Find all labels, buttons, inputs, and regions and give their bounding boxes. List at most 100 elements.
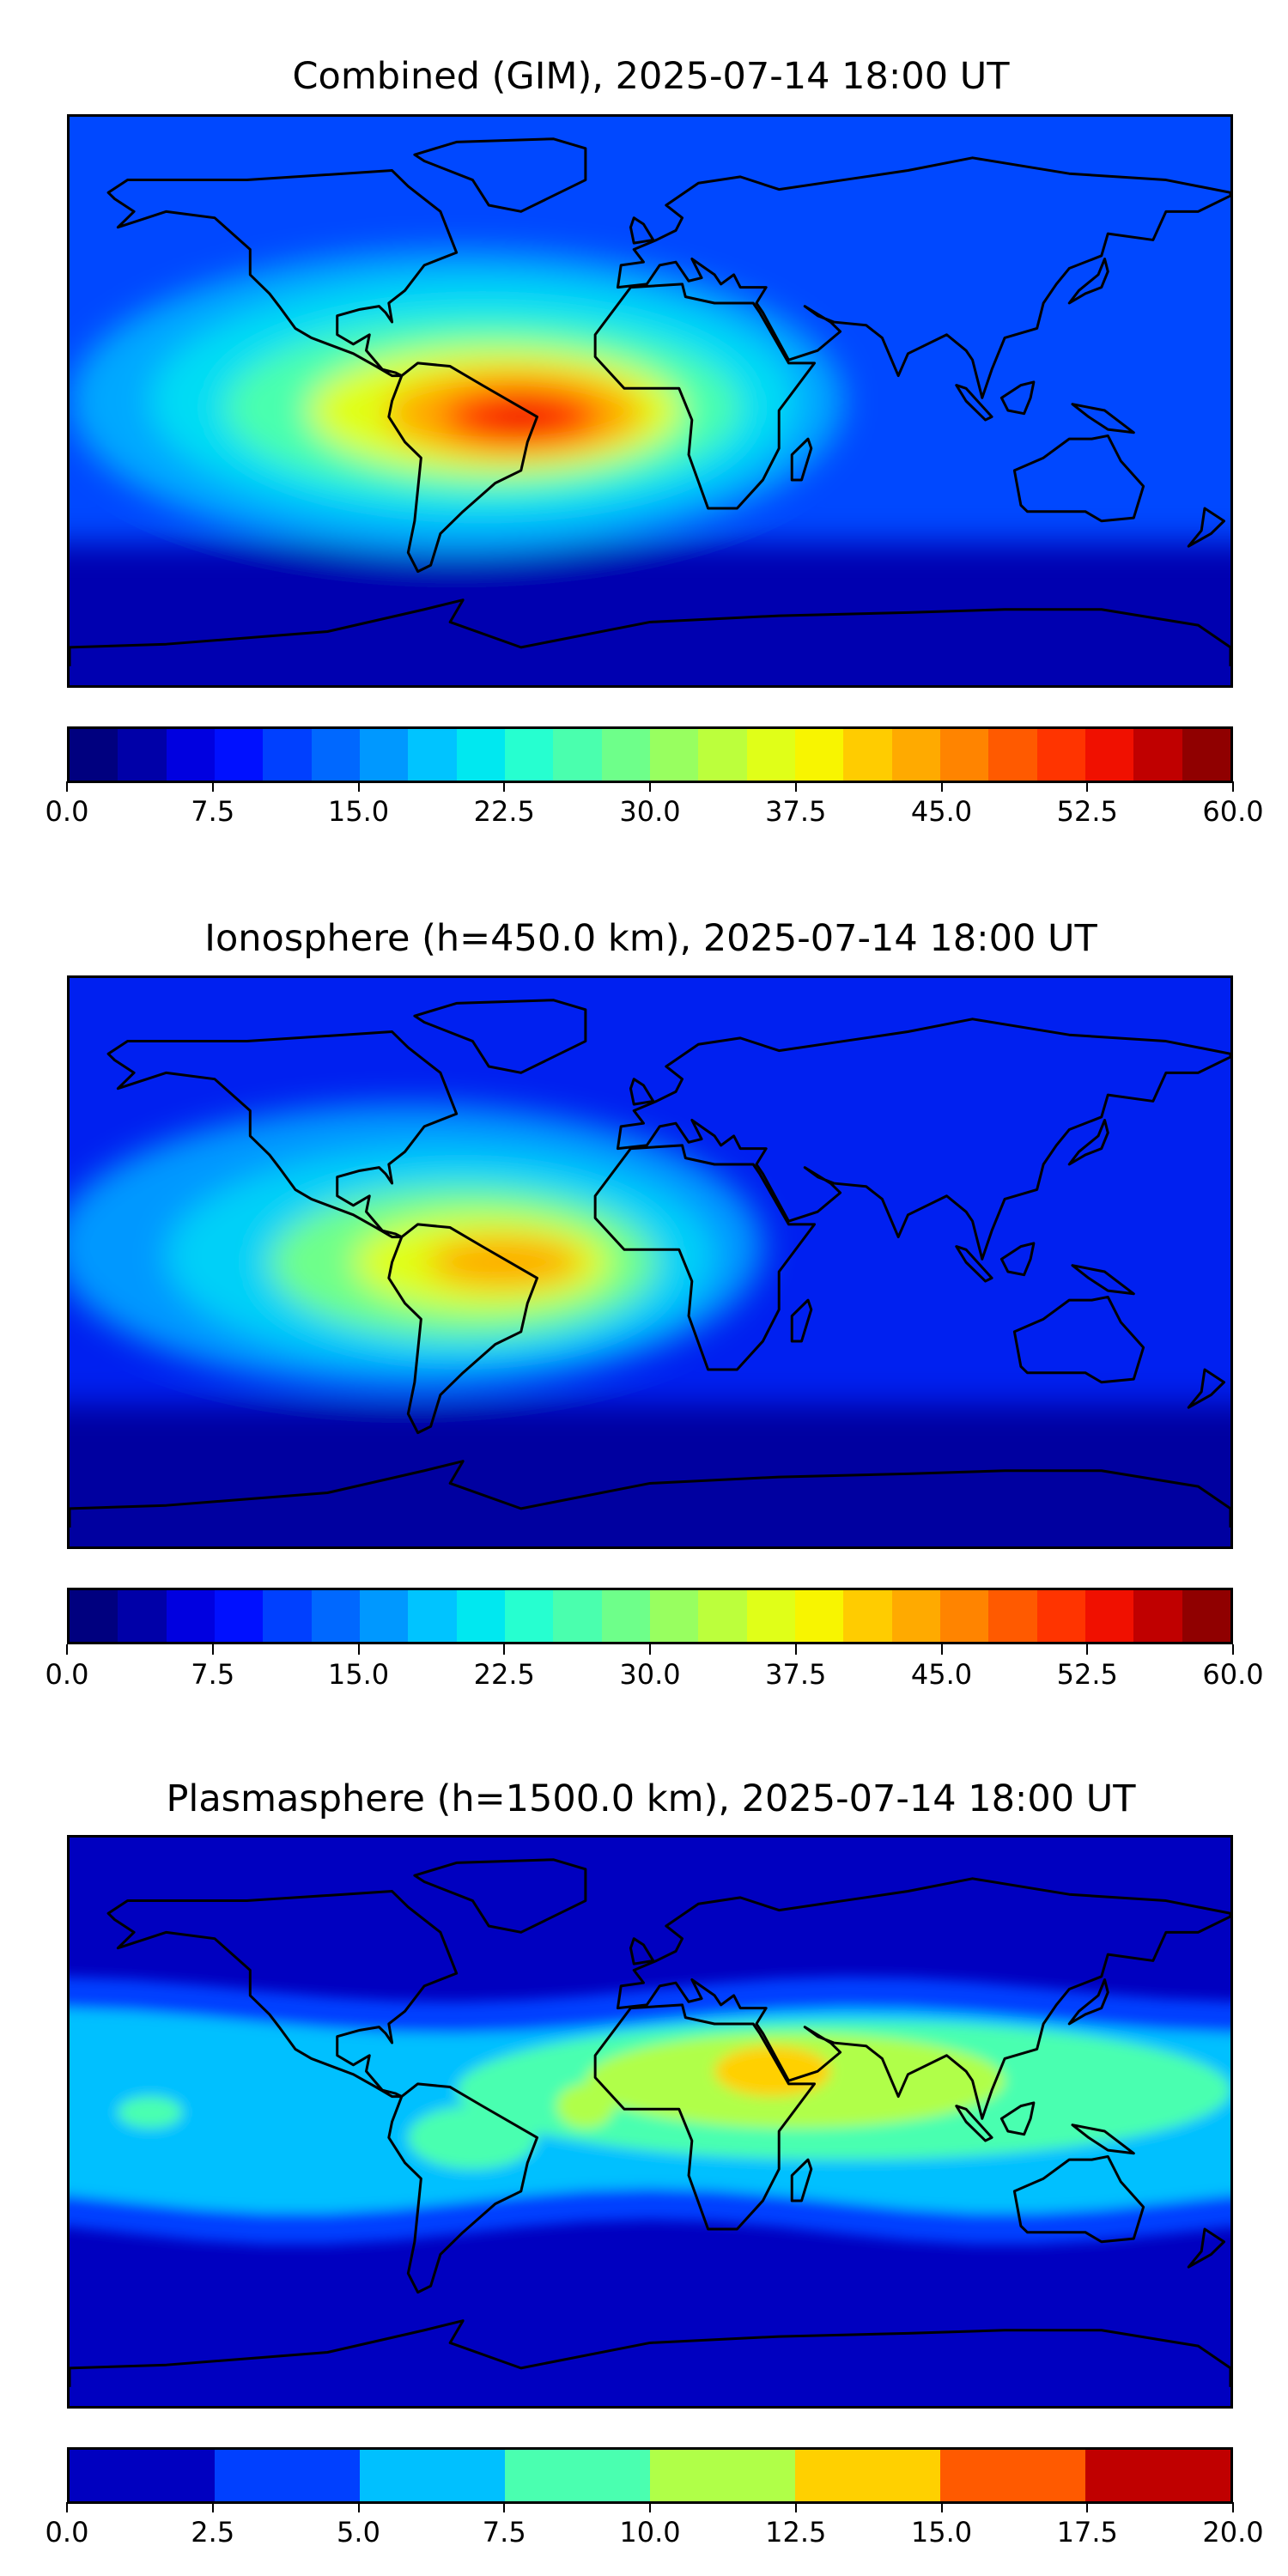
colorbar-level xyxy=(553,729,602,781)
colorbar-tick-label: 22.5 xyxy=(473,795,535,828)
colorbar-tick-label: 2.5 xyxy=(191,2516,235,2549)
coastline-south-america xyxy=(389,1224,538,1433)
colorbar-level xyxy=(456,1590,505,1642)
coastline-new-zealand xyxy=(1188,1370,1224,1407)
colorbar-tick xyxy=(649,781,651,792)
colorbar-tick xyxy=(357,1644,360,1655)
coastline-new-guinea xyxy=(1072,2125,1133,2154)
field-band xyxy=(70,1404,1230,1546)
field-band xyxy=(70,543,1230,685)
colorbar-ticks: 0.0 2.5 5.0 7.5 10.0 12.5 15.0 17.5 20.0 xyxy=(46,2502,1264,2554)
colorbar-level xyxy=(214,1590,264,1642)
colorbar-tick-label: 45.0 xyxy=(910,1658,973,1691)
colorbar-tick xyxy=(649,2502,651,2512)
colorbar-level xyxy=(746,729,795,781)
colorbar-level xyxy=(1084,729,1134,781)
chart-title: Ionosphere (h=450.0 km), 2025-07-14 18:0… xyxy=(204,917,1097,960)
colorbar-tick xyxy=(66,1644,68,1655)
colorbar-tick xyxy=(1086,2502,1089,2512)
colorbar-level xyxy=(1085,2450,1230,2501)
colorbar-level xyxy=(988,1590,1037,1642)
colorbar-tick xyxy=(66,2502,68,2512)
colorbar-level xyxy=(70,2450,215,2501)
coastline-africa xyxy=(595,2005,814,2229)
colorbar-level xyxy=(166,729,215,781)
coastline-north-america xyxy=(108,171,457,376)
colorbar-tick-label: 0.0 xyxy=(45,1658,89,1691)
colorbar-level xyxy=(698,729,747,781)
colorbar-level xyxy=(601,1590,650,1642)
colorbar xyxy=(67,1588,1233,1644)
coastline-greenland xyxy=(415,139,586,212)
colorbar-level xyxy=(359,729,409,781)
coastline-south-america xyxy=(389,363,538,572)
colorbar-level xyxy=(939,729,989,781)
field-contour xyxy=(118,2096,183,2129)
coastline-africa xyxy=(595,1145,814,1370)
coastline-new-guinea xyxy=(1072,1266,1133,1294)
coastline-sumatra xyxy=(957,1247,992,1281)
colorbar-level xyxy=(698,1590,747,1642)
colorbar-level xyxy=(1182,729,1230,781)
map-plot xyxy=(67,975,1233,1549)
colorbar-level xyxy=(215,2450,360,2501)
colorbar-tick xyxy=(1232,1644,1234,1655)
colorbar-level xyxy=(263,729,312,781)
colorbar-level xyxy=(1084,1590,1134,1642)
colorbar-level xyxy=(311,1590,360,1642)
colorbar-tick-label: 15.0 xyxy=(910,2516,973,2549)
colorbar-level xyxy=(843,1590,892,1642)
colorbar-level xyxy=(359,1590,409,1642)
colorbar-level xyxy=(553,1590,602,1642)
colorbar-tick-label: 45.0 xyxy=(910,795,973,828)
chart-title: Plasmasphere (h=1500.0 km), 2025-07-14 1… xyxy=(166,1777,1136,1820)
coastline-borneo xyxy=(1001,2103,1034,2135)
coastline-greenland xyxy=(415,1860,586,1933)
coastline-madagascar xyxy=(792,2160,811,2201)
colorbar-tick xyxy=(211,781,214,792)
colorbar-level xyxy=(649,729,699,781)
coastline-britain xyxy=(630,218,653,243)
colorbar-tick xyxy=(357,781,360,792)
colorbar xyxy=(67,726,1233,783)
colorbar-tick-label: 7.5 xyxy=(191,795,235,828)
coastline-new-guinea xyxy=(1072,404,1133,433)
coastline-australia xyxy=(1014,435,1143,520)
coastline-madagascar xyxy=(792,1300,811,1341)
colorbar-level xyxy=(504,729,554,781)
coastline-north-america xyxy=(108,1892,457,2097)
colorbar-tick-label: 15.0 xyxy=(327,795,390,828)
colorbar-level xyxy=(118,729,167,781)
colorbar xyxy=(67,2447,1233,2504)
colorbar-level xyxy=(1133,1590,1182,1642)
colorbar-level xyxy=(360,2450,505,2501)
coastline-africa xyxy=(595,284,814,508)
field-contour xyxy=(408,2105,538,2170)
colorbar-tick xyxy=(940,2502,943,2512)
colorbar-tick-label: 30.0 xyxy=(619,1658,681,1691)
colorbar-tick-label: 15.0 xyxy=(327,1658,390,1691)
colorbar-level xyxy=(70,1590,118,1642)
field-contour xyxy=(489,404,554,430)
map-plot xyxy=(67,1835,1233,2409)
colorbar-level xyxy=(795,2450,940,2501)
colorbar-tick xyxy=(1232,781,1234,792)
colorbar-tick-label: 10.0 xyxy=(619,2516,681,2549)
colorbar-tick-label: 0.0 xyxy=(45,795,89,828)
coastline-north-america xyxy=(108,1032,457,1237)
colorbar-level xyxy=(940,2450,1085,2501)
colorbar-tick xyxy=(211,1644,214,1655)
coastline-eurasia xyxy=(617,158,1230,398)
colorbar-ticks: 0.0 7.5 15.0 22.5 30.0 37.5 45.0 52.5 60.0 xyxy=(46,781,1264,833)
colorbar-tick-label: 52.5 xyxy=(1056,795,1118,828)
colorbar-tick-label: 0.0 xyxy=(45,2516,89,2549)
colorbar-level xyxy=(1036,1590,1085,1642)
coastline-south-america xyxy=(389,2084,538,2293)
colorbar-level xyxy=(601,729,650,781)
colorbar-level xyxy=(311,729,360,781)
map-svg xyxy=(70,978,1230,1546)
colorbar-level xyxy=(505,2450,650,2501)
colorbar-level xyxy=(988,729,1037,781)
coastline-antarctica xyxy=(70,2321,1230,2387)
colorbar-tick xyxy=(794,2502,797,2512)
